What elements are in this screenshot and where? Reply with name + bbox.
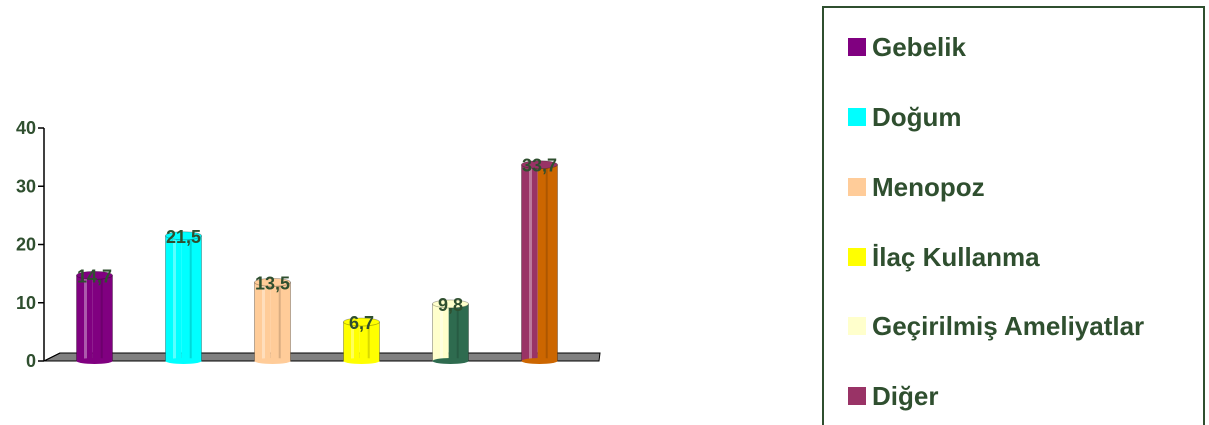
legend-swatch (848, 387, 866, 405)
legend-swatch (848, 178, 866, 196)
bar-side (359, 321, 380, 361)
data-label-2: 21,5 (166, 227, 201, 247)
bar-top (521, 160, 558, 170)
bar-front (254, 282, 271, 361)
bar-4 (343, 317, 380, 364)
bar-top (254, 277, 291, 287)
bar-side (92, 275, 113, 361)
data-label-6: 33,7 (522, 156, 557, 176)
legend-swatch (848, 317, 866, 335)
legend-label: Diğer (872, 380, 939, 411)
legend-label: Menopoz (872, 171, 985, 202)
bar-side (448, 303, 469, 361)
bar-side (181, 235, 202, 361)
y-axis: 0 10 20 30 40 (16, 118, 45, 371)
bar-front (76, 275, 93, 361)
legend-item: Diğer (848, 381, 938, 411)
data-label-1: 14,7 (77, 266, 112, 286)
legend-item: Geçirilmiş Ameliyatlar (848, 311, 1144, 341)
data-label-3: 13,5 (255, 273, 290, 293)
bar-side (270, 282, 291, 361)
legend-item: Doğum (848, 102, 962, 132)
legend: Gebelik Doğum Menopoz İlaç Kullanma Geçirilm… (822, 6, 1205, 425)
legend-label: Geçirilmiş Ameliyatlar (872, 310, 1145, 341)
floor-edge (43, 352, 61, 362)
bar-top (76, 270, 113, 280)
bar-front (521, 164, 538, 361)
legend-swatch (848, 38, 866, 56)
bars (76, 160, 558, 364)
bar-top (165, 231, 202, 241)
bar-5 (432, 299, 469, 364)
bar-bottom (432, 358, 469, 364)
bar-bottom (343, 358, 380, 364)
legend-item: Gebelik (848, 32, 966, 62)
bar-front (165, 235, 182, 361)
legend-label: İlaç Kullanma (872, 241, 1040, 272)
bar-chart: 0 10 20 30 40 14,7 21,5 13,5 6,7 9,8 33,7 (16, 118, 601, 371)
bar-front (343, 321, 360, 361)
y-tick-label: 40 (16, 118, 36, 138)
bar-1 (76, 270, 113, 364)
bar-6 (521, 160, 558, 364)
y-tick-label: 10 (16, 293, 36, 313)
legend-label: Doğum (872, 101, 962, 132)
legend-swatch (848, 248, 866, 266)
bar-bottom (254, 358, 291, 364)
bar-side (537, 164, 558, 361)
chart-floor (43, 352, 601, 362)
bar-top (343, 317, 380, 327)
bar-top (432, 299, 469, 309)
legend-item: İlaç Kullanma (848, 242, 1040, 272)
bar-2 (165, 231, 202, 364)
legend-label: Gebelik (872, 31, 966, 62)
data-labels: 14,7 21,5 13,5 6,7 9,8 33,7 (77, 156, 557, 333)
bar-3 (254, 277, 291, 364)
bar-bottom (165, 358, 202, 364)
legend-item: Menopoz (848, 172, 985, 202)
legend-swatch (848, 108, 866, 126)
bar-bottom (521, 358, 558, 364)
data-label-4: 6,7 (349, 313, 374, 333)
data-label-5: 9,8 (438, 295, 463, 315)
floor-plane (43, 352, 601, 362)
y-tick-label: 30 (16, 176, 36, 196)
bar-front (432, 303, 449, 361)
bar-bottom (76, 358, 113, 364)
y-tick-label: 20 (16, 235, 36, 255)
y-tick-label: 0 (26, 351, 36, 371)
